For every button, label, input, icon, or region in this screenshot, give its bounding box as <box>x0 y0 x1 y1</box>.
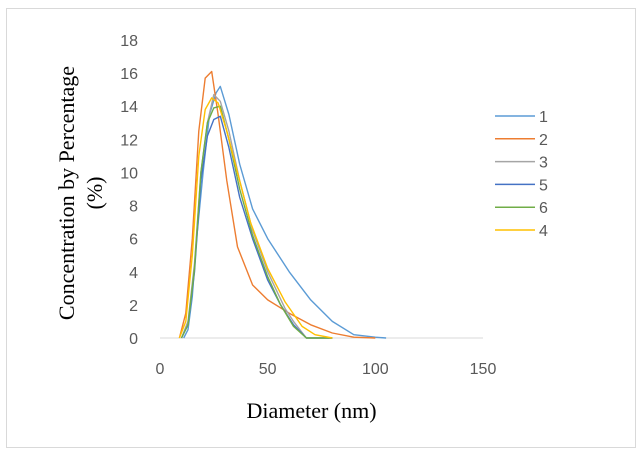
y-tick-label: 18 <box>120 33 138 50</box>
x-tick-label: 0 <box>156 361 165 378</box>
chart-frame <box>6 8 636 448</box>
y-tick-label: 10 <box>120 165 138 182</box>
y-tick-label: 8 <box>129 199 138 216</box>
y-tick-label: 6 <box>129 232 138 249</box>
x-tick-label: 100 <box>362 361 389 378</box>
series-lines <box>178 70 387 339</box>
y-tick-label: 0 <box>129 331 138 348</box>
x-axis-ticks: 0 50 100 150 <box>156 361 497 378</box>
legend-label: 4 <box>539 223 548 240</box>
legend-label: 1 <box>539 109 548 126</box>
x-axis-title: Diameter (nm) <box>246 398 376 423</box>
y-axis-title-line2: (%) <box>82 177 107 210</box>
y-tick-label: 14 <box>120 99 138 116</box>
y-tick-label: 16 <box>120 66 138 83</box>
x-tick-label: 50 <box>259 361 277 378</box>
series-line-6 <box>180 105 333 339</box>
y-tick-label: 2 <box>129 298 138 315</box>
y-tick-label: 4 <box>129 265 138 282</box>
legend-label: 6 <box>539 200 548 217</box>
series-line-4 <box>178 97 333 339</box>
y-axis-ticks: 0 2 4 6 8 10 12 14 16 18 <box>120 33 138 348</box>
x-tick-label: 150 <box>470 361 497 378</box>
y-tick-label: 12 <box>120 132 138 149</box>
series-line-2 <box>178 70 376 339</box>
legend: 1 2 3 5 6 4 <box>495 109 548 240</box>
y-axis-title-line1: Concentration by Percentage <box>54 66 79 320</box>
legend-label: 2 <box>539 132 548 149</box>
legend-label: 3 <box>539 155 548 172</box>
legend-label: 5 <box>539 177 548 194</box>
